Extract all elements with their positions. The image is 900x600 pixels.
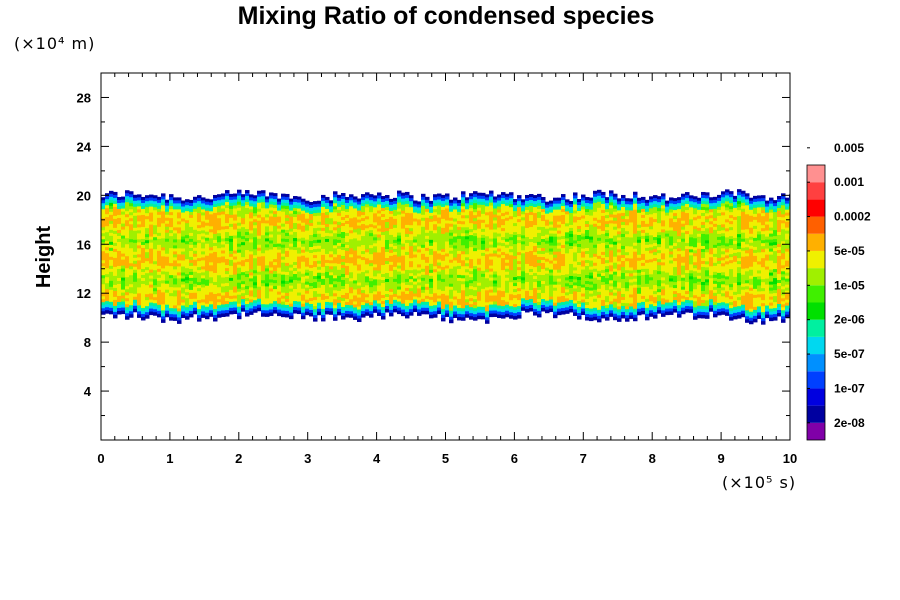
colorbar-swatch [807,233,825,251]
y-tick-label: 20 [77,188,91,203]
colorbar-swatch [807,388,825,406]
colorbar-label: 2e-08 [834,416,865,430]
y-tick-label: 24 [77,139,92,154]
colorbar-label: 5e-05 [834,244,865,258]
colorbar-swatch [807,268,825,286]
x-tick-label: 6 [511,451,518,466]
colorbar: 2e-08 1e-07 5e-07 2e-06 1e-05 5e-05 0.0002 0.00… [806,141,871,441]
x-tick-label: 3 [304,451,311,466]
colorbar-swatch [807,371,825,389]
y-tick-label: 4 [84,384,92,399]
colorbar-swatch [807,336,825,355]
colorbar-label: 0.001 [834,175,864,189]
y-tick-label: 8 [84,335,91,350]
colorbar-label: 1e-07 [834,381,865,395]
chart-title: Mixing Ratio of condensed species [238,2,655,30]
colorbar-swatch [807,165,825,183]
x-tick-label: 4 [373,451,381,466]
colorbar-label: 2e-06 [834,313,865,327]
colorbar-label: 1e-05 [834,278,865,292]
x-tick-label: 8 [649,451,656,466]
x-tick-label: 2 [235,451,242,466]
y-tick-label: 12 [77,286,91,301]
colorbar-swatch [807,250,825,269]
x-axis-unit: (×10⁵ s) [722,473,796,492]
x-tick-label: 0 [97,451,104,466]
x-tick-label: 1 [166,451,173,466]
colorbar-swatch [807,199,825,217]
x-tick-label: 10 [783,451,797,466]
x-tick-label: 5 [442,451,449,466]
colorbar-swatch [807,285,825,303]
colorbar-frame [806,164,826,441]
colorbar-label: 0.005 [834,141,864,155]
colorbar-swatch [807,319,825,337]
field-cells [101,189,790,325]
y-axis-unit: (×10⁴ m) [14,34,95,53]
y-tick-label: 16 [77,237,91,252]
colorbar-swatch [807,354,825,372]
x-tick-label: 7 [580,451,587,466]
colorbar-swatch [807,182,825,200]
colorbar-swatch [807,422,825,440]
contour-field [101,189,790,325]
colorbar-label: 0.0002 [834,210,871,224]
colorbar-swatch [807,216,825,234]
colorbar-label: 5e-07 [834,347,865,361]
colorbar-swatch [807,302,825,320]
y-axis-label: Height [33,226,55,289]
y-tick-label: 28 [77,90,91,105]
x-tick-label: 9 [717,451,724,466]
colorbar-swatch [807,405,825,423]
